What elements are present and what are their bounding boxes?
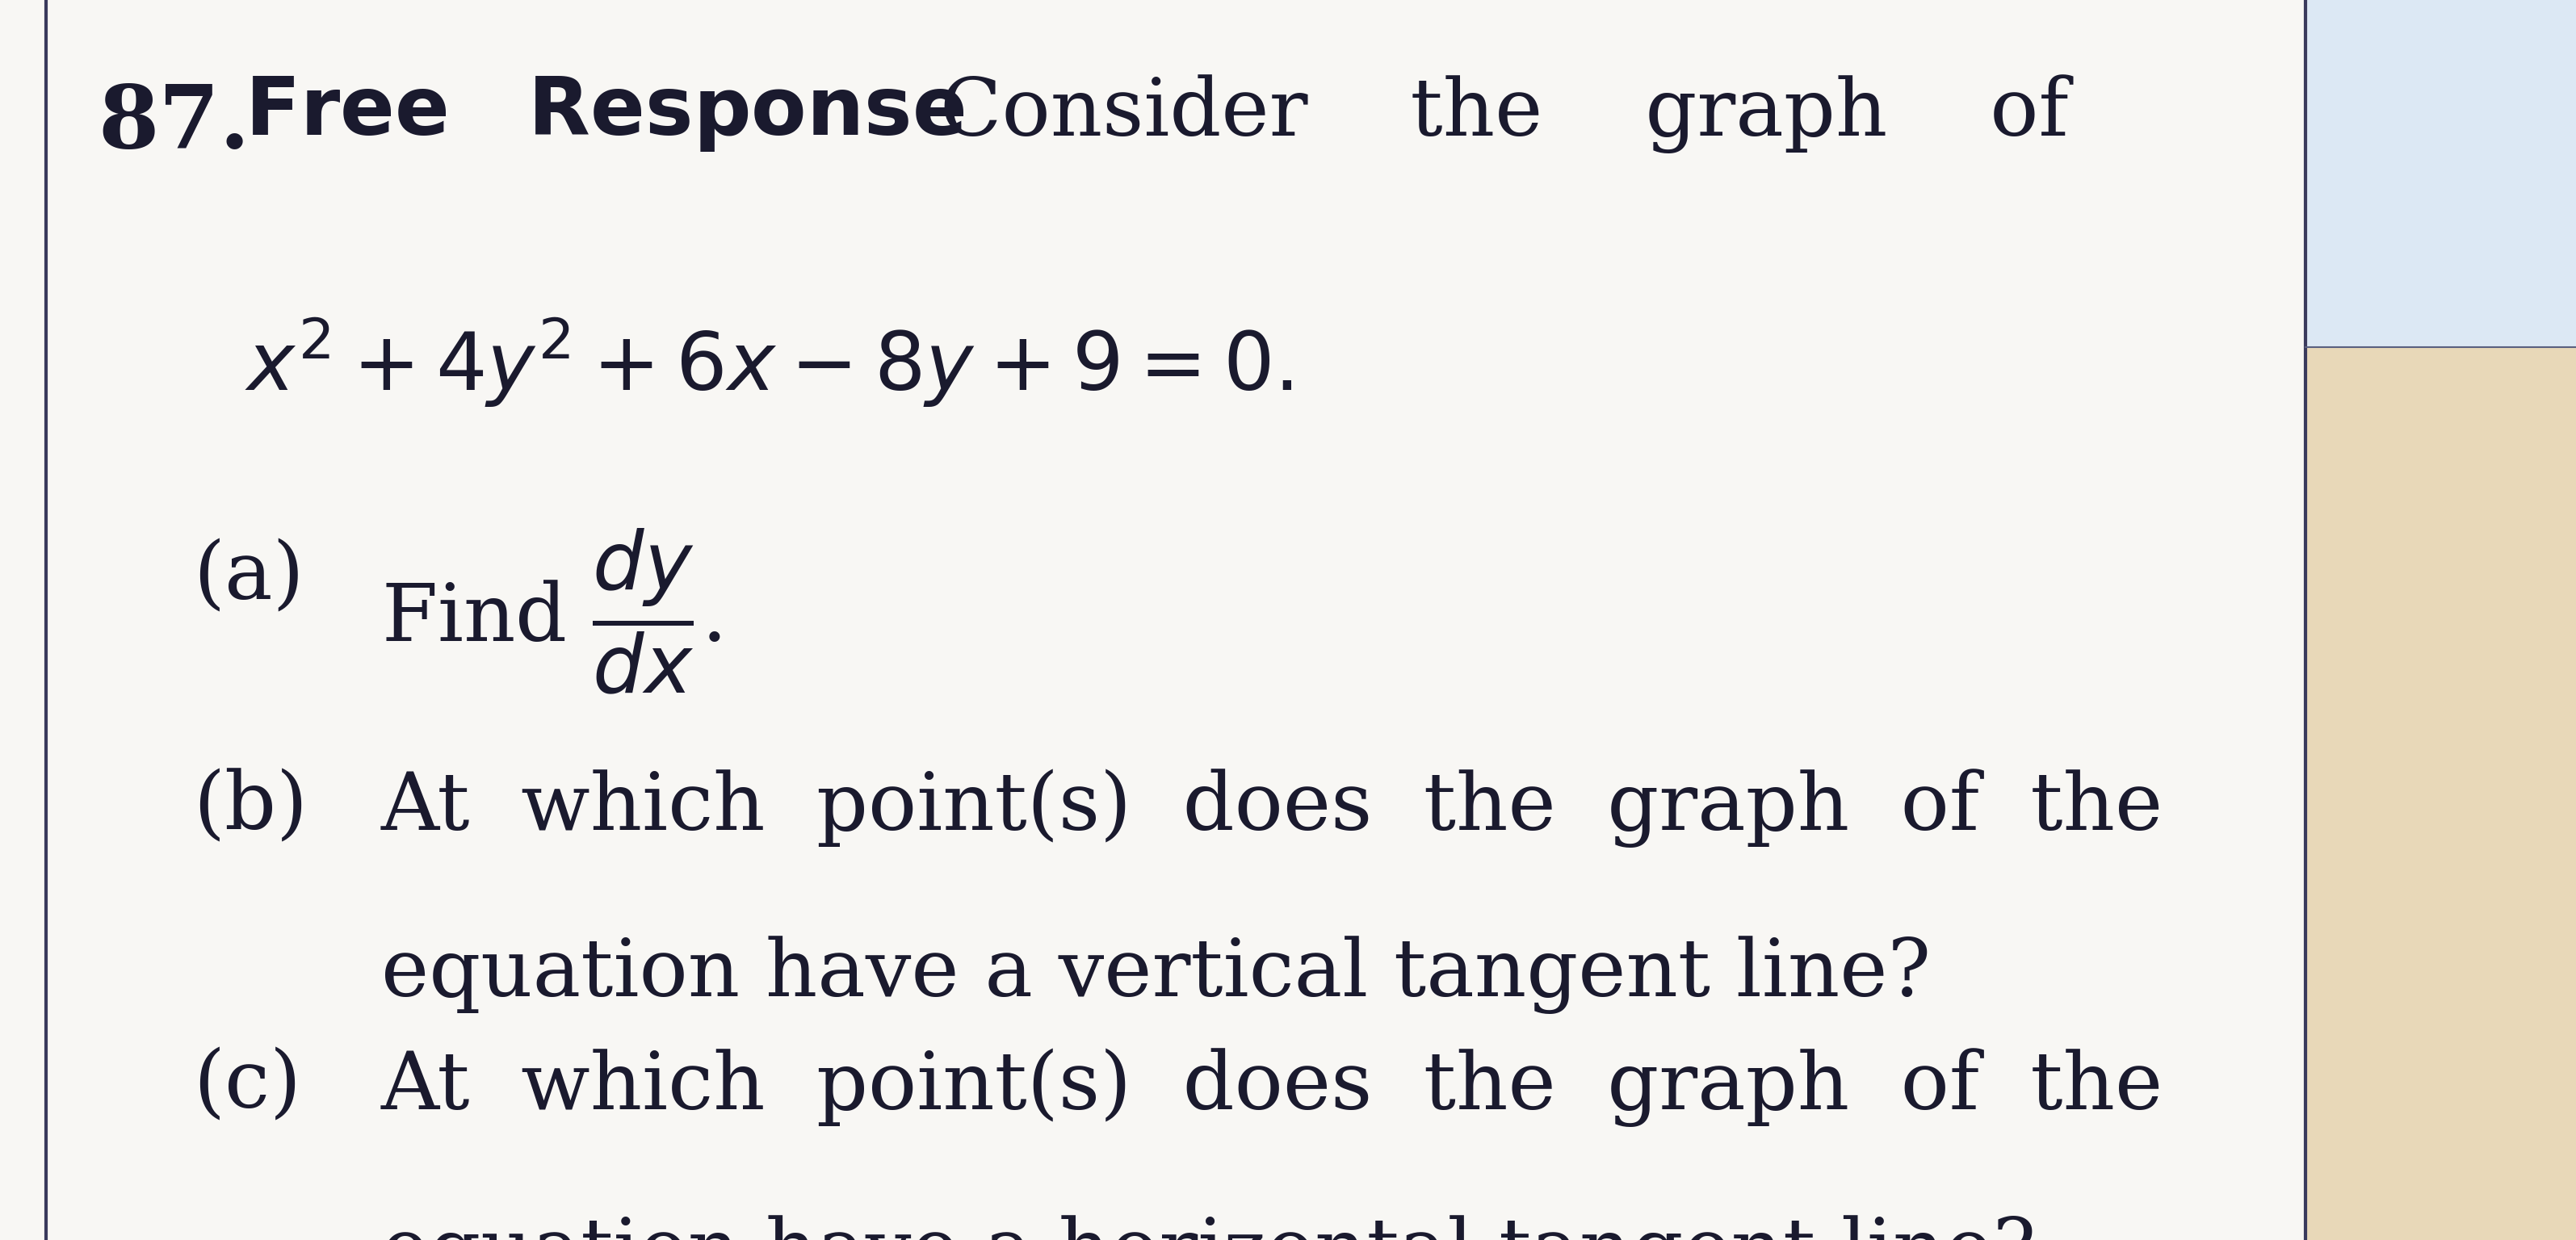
Text: (c): (c) bbox=[193, 1048, 301, 1125]
Text: At  which  point(s)  does  the  graph  of  the: At which point(s) does the graph of the bbox=[381, 769, 2164, 848]
Text: equation have a vertical tangent line?: equation have a vertical tangent line? bbox=[381, 936, 1932, 1014]
Text: equation have a horizontal tangent line?: equation have a horizontal tangent line? bbox=[381, 1215, 2035, 1240]
Bar bbox=[2306, 347, 2576, 1240]
Text: At  which  point(s)  does  the  graph  of  the: At which point(s) does the graph of the bbox=[381, 1048, 2164, 1127]
Text: $\mathbf{Free\ \ \ Response}$: $\mathbf{Free\ \ \ Response}$ bbox=[245, 74, 963, 154]
Text: 87.: 87. bbox=[98, 81, 250, 166]
Text: Consider    the    graph    of: Consider the graph of bbox=[940, 74, 2069, 154]
Text: Find $\dfrac{dy}{dx}$.: Find $\dfrac{dy}{dx}$. bbox=[381, 527, 721, 696]
Text: (b): (b) bbox=[193, 769, 309, 846]
Bar bbox=[2306, 0, 2576, 347]
Text: (a): (a) bbox=[193, 539, 304, 616]
Text: $x^2 + 4y^2 + 6x - 8y + 9 = 0.$: $x^2 + 4y^2 + 6x - 8y + 9 = 0.$ bbox=[245, 316, 1293, 409]
